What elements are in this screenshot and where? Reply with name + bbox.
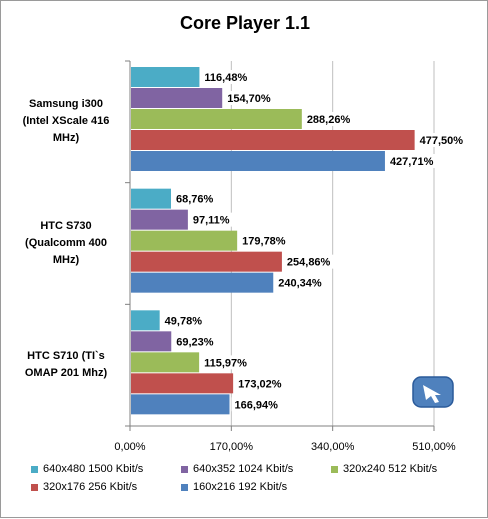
axes: 0,00% 170,00% 340,00% 510,00% (114, 60, 456, 453)
data-label: 288,26% (307, 114, 351, 126)
data-label-bg (224, 91, 277, 105)
legend-item: 160x216 192 Kbit/s (181, 481, 331, 493)
legend-swatch (181, 465, 188, 473)
category-label-line: MHz) (52, 132, 80, 145)
legend-item: 640x352 1024 Kbit/s (181, 463, 331, 475)
category-label-line: Samsung i300 (29, 98, 103, 111)
data-label: 115,97% (204, 357, 247, 369)
data-label: 68,76% (176, 194, 214, 206)
x-tick-label: 0,00% (114, 441, 145, 453)
legend-swatch (31, 483, 38, 491)
data-label-bg (416, 133, 469, 147)
x-tick-label: 170,00% (210, 441, 254, 453)
legend-swatch (331, 465, 338, 473)
data-label: 69,23% (176, 336, 214, 348)
data-label-bg (275, 275, 328, 290)
bar (131, 230, 238, 251)
category-label-line: (Qualcomm 400 (25, 237, 107, 249)
x-tick-label: 510,00% (412, 441, 456, 453)
data-label-bg (303, 112, 357, 126)
data-label-bg (172, 191, 219, 206)
legend-item: 320x176 256 Kbit/s (31, 481, 181, 493)
bar (131, 310, 160, 331)
data-label: 97,11% (193, 215, 230, 227)
bar (131, 67, 200, 87)
bar (131, 373, 234, 394)
data-label: 116,48% (204, 72, 247, 84)
chart-title: Core Player 1.1 (179, 13, 311, 33)
data-label: 254,86% (287, 257, 331, 269)
data-label: 154,70% (227, 93, 271, 105)
data-label: 173,02% (238, 378, 282, 390)
bar (131, 209, 188, 230)
data-label-bg (235, 376, 288, 391)
bar (131, 272, 274, 293)
category-label-line: OMAP 201 Mhz) (24, 367, 108, 380)
data-label-bg (231, 397, 284, 412)
data-labels: 116,48% 154,70% 288,26% 477,50% 427,71% 68,76… (161, 70, 469, 412)
data-label: 427,71% (390, 156, 434, 168)
data-label: 477,50% (420, 135, 464, 147)
bar (131, 394, 230, 415)
legend-label: 640x352 1024 Kbit/s (193, 463, 294, 475)
data-label: 166,94% (235, 399, 279, 411)
category-label: HTC S730 (Qualcomm 400 MHz) (4, 218, 128, 269)
legend-label: 320x176 256 Kbit/s (43, 481, 138, 493)
data-label-bg (161, 313, 208, 328)
bar (131, 151, 385, 171)
bar (131, 88, 223, 108)
data-label: 49,78% (165, 315, 203, 327)
bar (131, 251, 282, 272)
data-label-bg (173, 334, 219, 349)
legend-swatch (181, 483, 188, 491)
data-label-bg (283, 254, 337, 269)
legend-item: 640x480 1500 Kbit/s (31, 463, 181, 475)
legend-label: 320x240 512 Kbit/s (343, 463, 438, 475)
watermark-logo-icon (412, 376, 454, 408)
legend-label: 160x216 192 Kbit/s (193, 481, 288, 493)
x-tick-label: 340,00% (311, 441, 355, 453)
data-label: 240,34% (278, 278, 322, 290)
data-label-bg (189, 212, 236, 227)
bar-series (131, 67, 415, 415)
bar (131, 352, 200, 373)
legend-item: 320x240 512 Kbit/s (331, 463, 471, 475)
legend: 640x480 1500 Kbit/s 640x352 1024 Kbit/s 32… (31, 463, 471, 493)
bar (131, 130, 415, 150)
category-label-line: MHz) (52, 254, 80, 266)
data-label-bg (239, 233, 292, 248)
bar (131, 109, 302, 129)
category-label: HTC S710 (TI`s OMAP 201 Mhz) (4, 348, 128, 382)
data-label-bg (386, 154, 440, 168)
data-label-bg (201, 355, 254, 370)
bar (131, 331, 172, 352)
category-label-line: (Intel XScale 416 (22, 115, 110, 128)
category-label-line: HTC S730 (40, 220, 92, 232)
bar (131, 188, 171, 209)
category-label: Samsung i300 (Intel XScale 416 MHz) (4, 96, 128, 147)
category-label-line: HTC S710 (TI`s (27, 350, 105, 363)
data-label-bg (201, 70, 254, 84)
legend-label: 640x480 1500 Kbit/s (43, 463, 144, 475)
legend-swatch (31, 465, 38, 473)
data-label: 179,78% (242, 236, 286, 248)
